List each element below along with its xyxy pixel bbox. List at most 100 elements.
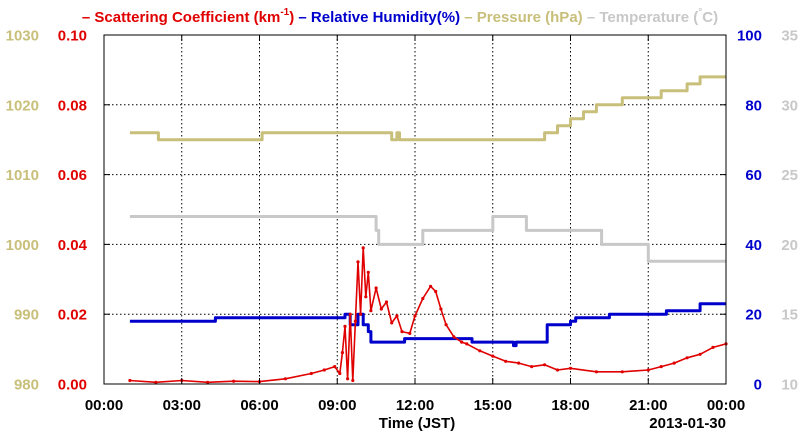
data-point-scattering [340, 351, 344, 355]
y-tick-label-humidity: 0 [754, 377, 762, 394]
legend-text: – Scattering Coefficient (km-1) – Relati… [82, 7, 718, 26]
date-label: 2013-01-30 [649, 415, 726, 432]
y-tick-label-scattering: 0.08 [58, 97, 87, 114]
data-point-scattering [338, 371, 342, 376]
data-point-scattering [421, 296, 425, 301]
y-tick-label-temperature: 25 [781, 167, 798, 184]
data-point-scattering [206, 380, 210, 384]
data-point-scattering [364, 295, 368, 299]
y-tick-label-temperature: 15 [781, 307, 798, 324]
y-tick-label-pressure: 990 [14, 307, 39, 324]
series-humidity [129, 302, 726, 348]
y-tick-label-temperature: 30 [781, 97, 798, 114]
data-point-scattering [346, 377, 350, 381]
data-point-scattering [359, 312, 363, 316]
x-tick-label: 12:00 [396, 397, 434, 414]
legend: – Scattering Coefficient (km-1) – Relati… [82, 7, 718, 26]
y-tick-label-humidity: 80 [745, 97, 762, 114]
data-point-scattering [491, 354, 495, 358]
data-point-scattering [400, 330, 404, 334]
plot-frame [103, 34, 727, 385]
data-point-scattering [659, 365, 663, 369]
y-tick-label-scattering: 0.10 [58, 28, 87, 45]
data-point-scattering [333, 365, 337, 369]
y-tick-label-pressure: 1030 [6, 28, 39, 45]
data-point-scattering [444, 323, 448, 327]
y-tick-label-humidity: 20 [745, 307, 762, 324]
data-point-scattering [504, 359, 508, 363]
x-axis: 00:00 03:00 06:00 09:00 12:00 15:00 18:00 21:00… [85, 397, 745, 414]
x-tick-label: 06:00 [240, 397, 278, 414]
y-tick-label-pressure: 1000 [6, 237, 39, 254]
data-point-scattering [361, 246, 365, 250]
y-axis-temperature: 10 15 20 25 30 35 [781, 28, 798, 394]
x-tick-label: 09:00 [318, 397, 356, 414]
x-tick-label: 21:00 [629, 397, 667, 414]
legend-sup: -1 [280, 7, 289, 18]
y-tick-label-pressure: 980 [14, 377, 39, 394]
data-point-scattering [390, 321, 394, 325]
x-tick-label: 15:00 [474, 397, 512, 414]
legend-entry-pressure: – Pressure (hPa) [460, 9, 583, 26]
y-tick-label-humidity: 40 [745, 237, 762, 254]
data-point-scattering [711, 345, 715, 349]
data-point-scattering [154, 380, 158, 384]
x-tick-label: 00:00 [85, 397, 123, 414]
grid [104, 35, 726, 384]
x-tick-label: 18:00 [551, 397, 589, 414]
y-axis-scattering: 0.00 0.02 0.04 0.06 0.08 0.10 [58, 28, 88, 394]
y-tick-label-humidity: 100 [737, 28, 762, 45]
data-point-scattering [452, 335, 456, 339]
legend-entry-scattering: – Scattering Coefficient (km [82, 9, 280, 26]
data-point-scattering [517, 361, 521, 365]
data-point-scattering [568, 366, 573, 370]
data-point-scattering [309, 371, 313, 376]
x-tick-label: 00:00 [707, 397, 745, 414]
y-tick-label-humidity: 60 [745, 167, 762, 184]
data-point-scattering [698, 352, 702, 356]
y-tick-label-scattering: 0.02 [58, 307, 87, 324]
data-point-scattering [366, 270, 370, 274]
data-point-scattering [465, 342, 469, 346]
y-tick-label-pressure: 1020 [6, 97, 39, 114]
data-point-scattering [283, 377, 287, 381]
data-point-scattering [594, 370, 599, 374]
data-point-scattering [343, 324, 347, 328]
data-point-scattering [555, 368, 560, 372]
series-pressure [129, 75, 726, 142]
data-point-scattering [128, 378, 132, 383]
data-point-scattering [351, 378, 355, 383]
data-point-scattering [322, 368, 326, 372]
data-point-scattering [439, 307, 443, 311]
data-point-scattering [620, 370, 624, 374]
series-layer [128, 75, 728, 384]
legend-suffix: C) [702, 9, 718, 26]
legend-suffix: ) [289, 9, 294, 26]
y-tick-label-pressure: 1010 [6, 167, 39, 184]
y-tick-label-scattering: 0.04 [58, 237, 88, 254]
legend-entry-temperature: – Temperature ( [583, 9, 699, 26]
y-tick-label-scattering: 0.00 [58, 377, 87, 394]
legend-degree: ° [698, 7, 702, 18]
data-point-scattering [460, 340, 464, 344]
data-point-scattering [543, 363, 547, 367]
data-point-scattering [384, 300, 389, 304]
x-tick-label: 03:00 [163, 397, 201, 414]
y-tick-label-temperature: 20 [781, 237, 798, 254]
data-point-scattering [395, 314, 399, 318]
data-point-scattering [408, 331, 412, 335]
data-point-scattering [685, 356, 689, 360]
data-point-scattering [434, 289, 438, 294]
x-axis-label: Time (JST) [379, 415, 455, 432]
data-point-scattering [353, 319, 357, 323]
data-point-scattering [374, 286, 378, 290]
y-tick-label-temperature: 35 [781, 28, 798, 45]
data-point-scattering [379, 307, 383, 311]
data-point-scattering [672, 361, 676, 365]
legend-entry-humidity: – Relative Humidity(%) [294, 9, 460, 26]
data-point-scattering [530, 365, 534, 369]
data-point-scattering [413, 314, 417, 318]
data-point-scattering [348, 312, 352, 316]
y-tick-label-scattering: 0.06 [58, 167, 87, 184]
